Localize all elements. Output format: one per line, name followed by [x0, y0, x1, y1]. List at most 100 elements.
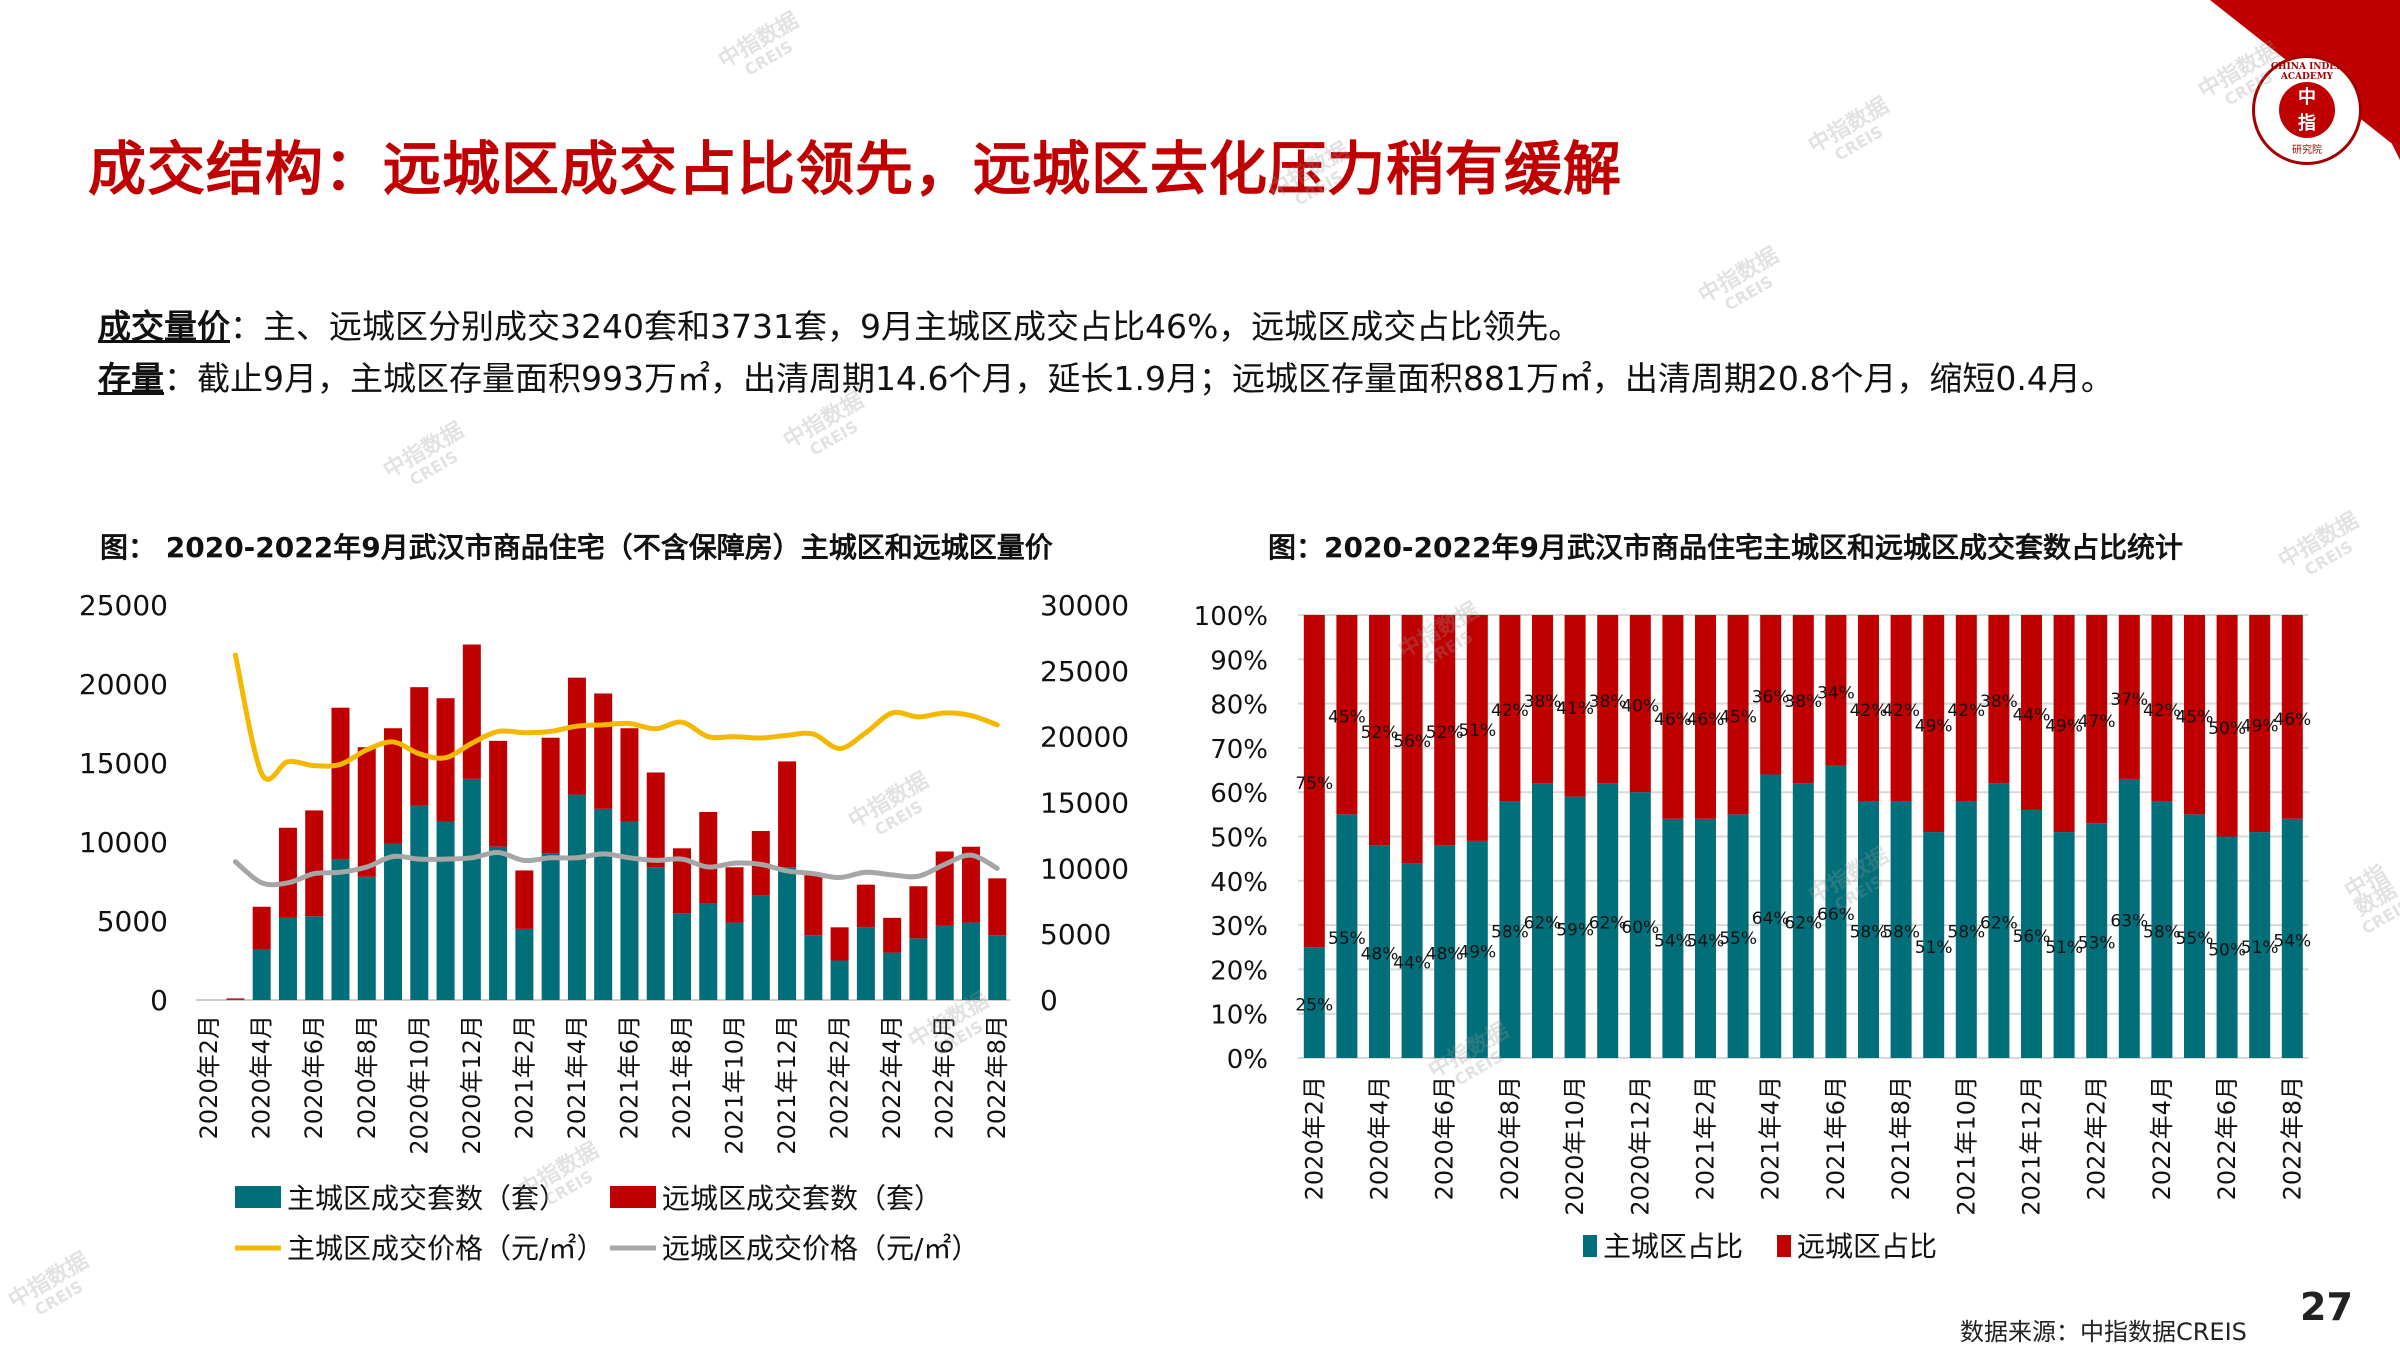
y-axis-tick-label: 10%: [1210, 1001, 1268, 1031]
legend-swatch: [610, 1186, 656, 1208]
bar-far-share: [2118, 615, 2140, 779]
bar-main-share: [1760, 774, 1782, 1058]
data-label-main: 62%: [1589, 914, 1627, 934]
x-axis-tick-label: 2022年4月: [878, 1015, 906, 1139]
bar-main-district: [699, 903, 718, 1000]
bar-far-share: [1369, 615, 1390, 846]
x-axis-tick-label: 2022年8月: [983, 1015, 1011, 1139]
bar-main-district: [384, 843, 403, 1000]
data-label-far: 38%: [1524, 692, 1562, 712]
data-label-main: 51%: [1915, 938, 1953, 958]
bar-main-share: [1955, 801, 1977, 1058]
bar-main-district: [856, 927, 875, 1000]
watermark-subtext: CREIS: [1831, 121, 1887, 165]
watermark-subtext: CREIS: [1721, 271, 1777, 315]
legend-swatch: [1777, 1235, 1791, 1257]
x-axis-tick-label: 2021年12月: [773, 1015, 801, 1155]
bar-far-share: [1401, 615, 1423, 864]
bar-far-district: [804, 873, 823, 936]
x-axis-tick-label: 2021年12月: [2018, 1076, 2046, 1216]
data-label-main: 54%: [1654, 931, 1692, 951]
bar-main-share: [2249, 832, 2271, 1058]
bar-far-district: [462, 644, 481, 779]
right-axis-tick-label: 25000: [1040, 655, 1129, 688]
bar-main-district: [515, 928, 534, 1000]
y-axis-tick-label: 40%: [1210, 868, 1268, 898]
bar-far-district: [909, 886, 928, 939]
bar-far-share: [1532, 615, 1553, 784]
data-label-far: 46%: [1654, 710, 1692, 730]
bar-main-district: [778, 867, 797, 1000]
bar-main-district: [410, 805, 429, 1000]
data-label-main: 55%: [1719, 929, 1757, 949]
page-number: 27: [2300, 1285, 2353, 1329]
bar-main-share: [1890, 801, 1912, 1058]
bar-main-share: [2151, 801, 2173, 1058]
bar-main-district: [462, 778, 481, 1000]
data-label-far: 56%: [1393, 732, 1431, 752]
watermark-text: 中指数据: [379, 418, 469, 484]
bar-far-district: [830, 927, 849, 961]
data-label-main: 48%: [1361, 945, 1399, 965]
data-label-far: 49%: [2241, 717, 2279, 737]
data-label-far: 49%: [2045, 717, 2083, 737]
x-axis-tick-label: 2020年2月: [195, 1015, 223, 1139]
bar-main-share: [1629, 792, 1651, 1058]
bar-main-district: [489, 846, 508, 1000]
bar-far-share: [1695, 615, 1716, 819]
bar-far-share: [1597, 615, 1619, 784]
logo-emblem: 中 指: [2279, 82, 2335, 138]
watermark: 中指数据 CREIS: [379, 418, 477, 500]
y-axis-tick-label: 100%: [1194, 602, 1268, 632]
bar-far-district: [252, 906, 271, 950]
x-axis-tick-label: 2021年10月: [1952, 1076, 1980, 1216]
bar-main-share: [1695, 818, 1716, 1058]
bar-far-share: [1662, 615, 1684, 819]
bar-far-district: [935, 851, 954, 926]
logo-bottom-text: 研究院: [2292, 145, 2322, 156]
data-label-main: 60%: [1621, 918, 1659, 938]
left-axis-tick-label: 15000: [79, 747, 168, 780]
bar-far-district: [567, 677, 586, 795]
bar-main-district: [961, 922, 980, 1000]
watermark: 中指数据 CREIS: [1694, 243, 1792, 325]
bar-main-share: [1825, 765, 1847, 1058]
bar-far-district: [489, 740, 508, 847]
bar-main-district: [567, 794, 586, 1000]
bar-far-district: [988, 878, 1007, 936]
bar-far-share: [1825, 615, 1847, 766]
line-main-price: [232, 652, 1000, 782]
data-label-far: 47%: [2078, 712, 2116, 732]
paragraph-label: 成交量价: [98, 307, 230, 346]
data-label-far: 40%: [1621, 697, 1659, 717]
bar-far-share: [1499, 615, 1521, 802]
bar-far-district: [594, 693, 613, 809]
data-label-main: 49%: [1458, 942, 1496, 962]
watermark: 中指数据 CREIS: [714, 8, 812, 90]
left-axis-tick-label: 10000: [79, 826, 168, 859]
data-label-far: 38%: [1980, 692, 2018, 712]
bar-main-district: [751, 895, 770, 1000]
x-axis-tick-label: 2020年2月: [1300, 1076, 1328, 1200]
bar-far-district: [278, 827, 297, 918]
bar-main-district: [672, 913, 691, 1000]
watermark-text: 中指数据: [2274, 508, 2364, 574]
bar-far-share: [1564, 615, 1586, 797]
x-axis-tick-label: 2022年2月: [2083, 1076, 2111, 1200]
bar-main-district: [436, 821, 455, 1000]
logo-char-bottom: 指: [2298, 113, 2316, 134]
data-label-far: 45%: [1328, 708, 1366, 728]
bar-main-share: [1401, 863, 1423, 1058]
bar-main-share: [2216, 836, 2238, 1058]
paragraph-volume-price: 成交量价：主、远城区分别成交3240套和3731套，9月主城区成交占比46%，远…: [98, 300, 1581, 348]
x-axis-tick-label: 2021年2月: [510, 1015, 538, 1139]
bar-main-share: [1597, 783, 1619, 1058]
data-label-main: 53%: [2078, 934, 2116, 954]
data-label-main: 58%: [1882, 923, 1920, 943]
data-label-far: 42%: [2143, 701, 2181, 721]
bar-far-share: [1466, 615, 1488, 841]
x-axis-tick-label: 2021年6月: [1822, 1076, 1850, 1200]
legend-swatch: [1583, 1235, 1597, 1257]
bar-main-share: [1336, 814, 1358, 1058]
bar-main-district: [935, 925, 954, 1000]
